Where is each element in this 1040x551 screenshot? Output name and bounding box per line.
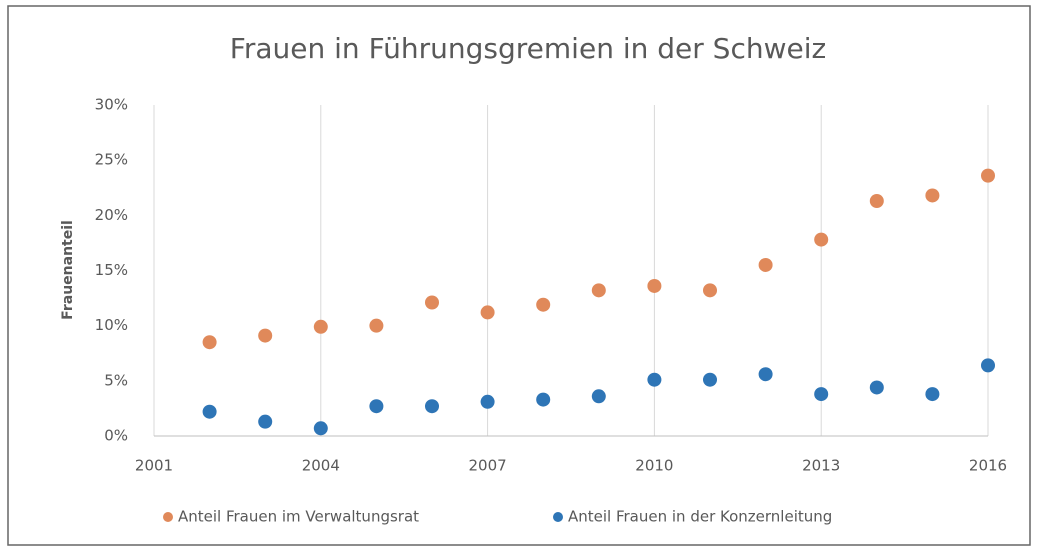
x-tick-label: 2007: [469, 457, 507, 475]
point: [258, 414, 273, 429]
point: [202, 335, 217, 350]
x-tick-label: 2010: [635, 457, 673, 475]
point: [925, 387, 940, 402]
point: [425, 295, 439, 310]
x-tick-label: 2013: [802, 457, 840, 475]
y-tick-label: 5%: [104, 371, 128, 389]
point: [202, 404, 217, 419]
point: [981, 358, 995, 373]
chart-frame: [7, 5, 1031, 546]
chart-title: Frauen in Führungsgremien in der Schweiz: [230, 32, 826, 65]
point: [814, 232, 829, 247]
point: [703, 372, 717, 387]
point: [536, 297, 551, 312]
y-tick-label: 30%: [95, 96, 128, 114]
point: [925, 188, 940, 203]
point: [869, 193, 884, 208]
point: [536, 392, 551, 407]
point: [758, 257, 773, 272]
point: [647, 278, 662, 293]
point: [591, 283, 606, 298]
point: [480, 394, 495, 409]
x-tick-label: 2004: [302, 457, 340, 475]
point: [814, 387, 829, 402]
y-tick-label: 25%: [95, 151, 128, 169]
point: [703, 283, 717, 298]
x-tick-label: 2001: [135, 457, 173, 475]
point: [313, 319, 328, 334]
y-tick-label: 20%: [95, 206, 128, 224]
y-tick-label: 0%: [104, 427, 128, 445]
point: [425, 399, 439, 414]
point: [369, 399, 384, 414]
point: [369, 318, 384, 333]
point: [869, 380, 884, 395]
y-tick-label: 10%: [95, 316, 128, 334]
legend-marker: [163, 512, 173, 522]
legend-label: Anteil Frauen in der Konzernleitung: [568, 508, 832, 526]
x-tick-label: 2016: [969, 457, 1007, 475]
point: [981, 168, 995, 183]
y-axis-label: Frauenanteil: [60, 220, 76, 320]
point: [313, 421, 328, 436]
legend-marker: [553, 512, 563, 522]
point: [647, 372, 662, 387]
point: [758, 367, 773, 382]
point: [480, 305, 495, 320]
point: [591, 389, 606, 404]
point: [258, 328, 273, 343]
legend-label: Anteil Frauen im Verwaltungsrat: [178, 508, 419, 526]
y-tick-label: 15%: [95, 261, 128, 279]
